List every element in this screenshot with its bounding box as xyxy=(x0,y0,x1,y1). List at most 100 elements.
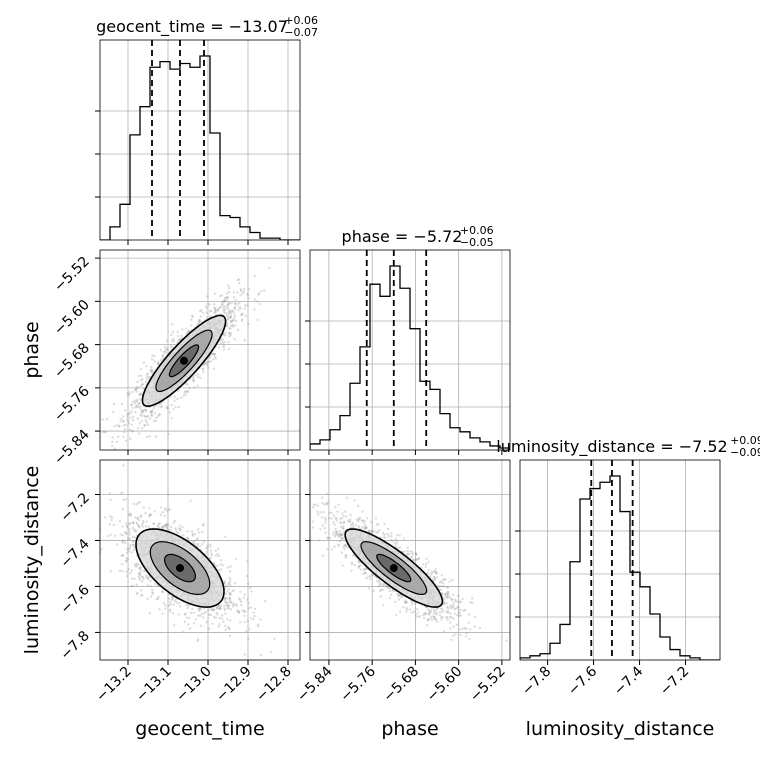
panel-frame xyxy=(99,39,301,241)
sample-point xyxy=(406,608,409,611)
sample-point xyxy=(144,419,148,422)
sample-point xyxy=(209,556,212,560)
sample-point xyxy=(118,520,122,523)
sample-point xyxy=(353,499,356,502)
sample-point xyxy=(163,526,166,529)
sample-point xyxy=(225,585,229,588)
sample-point xyxy=(339,534,342,538)
sample-point xyxy=(134,565,138,568)
sample-point xyxy=(108,522,111,526)
sample-point xyxy=(133,399,137,402)
sample-point xyxy=(233,305,237,308)
sample-point xyxy=(473,625,476,628)
sample-point xyxy=(130,403,133,406)
sample-point xyxy=(240,603,243,607)
sample-point xyxy=(459,633,462,637)
sample-point xyxy=(414,613,418,616)
sample-point xyxy=(120,417,123,421)
sample-point xyxy=(143,424,146,427)
sample-point xyxy=(166,493,170,496)
sample-point xyxy=(164,604,167,607)
sample-point xyxy=(246,292,249,296)
sample-point xyxy=(357,526,361,530)
sample-point xyxy=(164,523,168,526)
sample-point xyxy=(224,624,227,627)
sample-point xyxy=(357,504,360,508)
sample-point xyxy=(393,542,397,545)
sample-point xyxy=(133,577,136,581)
sample-point xyxy=(150,368,153,371)
sample-point xyxy=(136,417,139,420)
sample-point xyxy=(442,602,445,605)
sample-point xyxy=(176,532,180,535)
sample-point xyxy=(415,607,419,611)
sample-point xyxy=(142,408,145,412)
sample-point xyxy=(433,618,437,621)
sample-point xyxy=(238,611,241,614)
sample-point xyxy=(176,397,179,401)
sample-point xyxy=(114,534,117,538)
sample-point xyxy=(148,417,152,420)
sample-point xyxy=(335,533,338,536)
sample-point xyxy=(340,551,344,554)
sample-point xyxy=(170,403,173,407)
sample-point xyxy=(213,292,217,295)
sample-point xyxy=(229,593,232,597)
sample-point xyxy=(153,360,156,363)
sample-point xyxy=(414,552,417,555)
sample-point xyxy=(225,604,228,607)
sample-point xyxy=(394,538,398,541)
sample-point xyxy=(110,516,114,519)
sample-point xyxy=(139,567,142,570)
scatter-panel-geocent_time-phase: −5.84−5.76−5.68−5.60−5.52 xyxy=(51,249,301,468)
sample-point xyxy=(344,544,348,547)
sample-point xyxy=(131,521,134,525)
sample-point xyxy=(165,525,169,528)
sample-point xyxy=(378,580,381,584)
sample-point xyxy=(330,548,334,551)
sample-point xyxy=(400,596,403,599)
sample-point xyxy=(139,573,142,577)
sample-point xyxy=(408,552,411,556)
sample-point xyxy=(170,417,173,420)
sample-point xyxy=(441,616,445,619)
sample-point xyxy=(343,543,346,547)
sample-point xyxy=(233,302,237,305)
sample-point xyxy=(131,584,135,588)
sample-point xyxy=(443,597,446,600)
sample-point xyxy=(166,407,170,410)
sample-point xyxy=(337,503,340,506)
sample-point xyxy=(345,554,348,558)
x-tick-label: −13.1 xyxy=(133,664,175,706)
sample-point xyxy=(229,314,233,318)
sample-point xyxy=(139,589,143,592)
sample-point xyxy=(125,524,129,528)
sample-point xyxy=(244,314,247,318)
sample-point xyxy=(358,561,362,564)
sample-point xyxy=(134,404,138,407)
sample-point xyxy=(140,393,143,397)
sample-point xyxy=(339,532,343,535)
sample-point xyxy=(126,525,129,528)
sample-point xyxy=(440,615,443,619)
sample-point xyxy=(233,324,237,327)
sample-point xyxy=(334,505,337,509)
sample-point xyxy=(428,611,432,614)
sample-point xyxy=(154,435,158,438)
sample-point xyxy=(180,396,183,400)
panel-frame xyxy=(309,459,511,661)
panel-title-text: geocent_time = −13.07 xyxy=(96,17,288,37)
sample-point xyxy=(363,568,366,572)
sample-point xyxy=(112,402,116,406)
sample-point xyxy=(160,354,164,358)
sample-point xyxy=(505,639,508,642)
sample-point xyxy=(218,346,221,349)
sample-point xyxy=(121,541,124,544)
sample-point xyxy=(176,334,180,338)
sample-point xyxy=(141,383,144,386)
sample-point xyxy=(241,292,245,295)
sample-point xyxy=(370,573,373,576)
sample-point xyxy=(126,391,129,395)
sample-point xyxy=(325,492,329,496)
sample-point xyxy=(401,606,405,609)
